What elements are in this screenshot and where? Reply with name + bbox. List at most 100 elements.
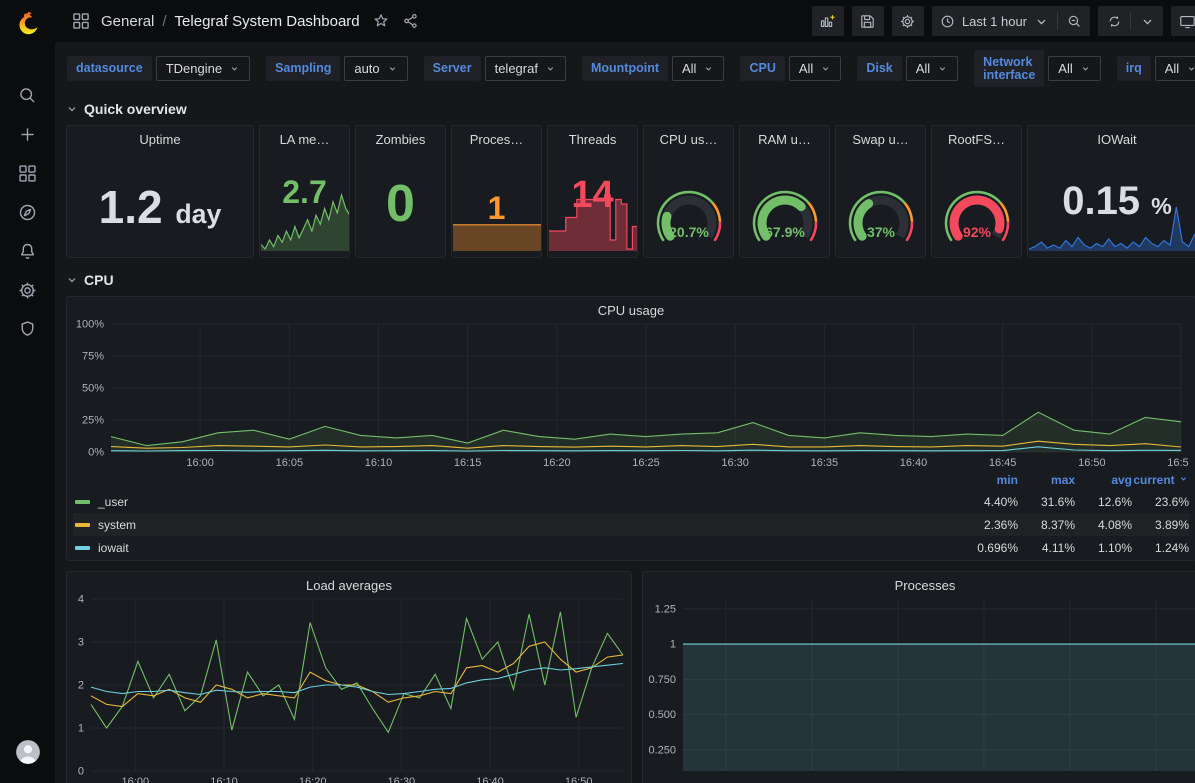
plus-icon xyxy=(21,128,34,141)
template-var-sampling: Sampling auto xyxy=(266,56,408,81)
processes-chart[interactable]: 0.250 0.500 0.750 1 1.25 xyxy=(643,593,1195,783)
var-selected-value: TDengine xyxy=(165,61,223,76)
legend-sort-min[interactable]: min xyxy=(996,473,1018,487)
stat-panel-ram-u-: RAM u… 67.9% xyxy=(739,125,830,258)
panel-title[interactable]: IOWait xyxy=(1097,132,1137,147)
legend-value-min: 0.696% xyxy=(977,540,1018,555)
svg-text:20.7%: 20.7% xyxy=(669,224,709,240)
sidebar-item-search[interactable] xyxy=(8,76,48,115)
svg-text:16:15: 16:15 xyxy=(454,457,482,469)
processes-panel: Processes 0.250 0.500 0.750 1 1.25 xyxy=(642,571,1195,783)
panel-title[interactable]: CPU us… xyxy=(659,132,718,147)
grafana-logo-icon[interactable] xyxy=(11,8,45,42)
panel-title[interactable]: RootFS… xyxy=(947,132,1006,147)
panel-title[interactable]: Swap u… xyxy=(852,132,909,147)
share-icon[interactable] xyxy=(402,12,420,30)
sidebar-item-dashboards[interactable] xyxy=(8,154,48,193)
sidebar-item-plus[interactable] xyxy=(8,115,48,154)
save-dashboard-button[interactable] xyxy=(851,6,884,36)
var-label: Sampling xyxy=(266,56,341,81)
panel-title[interactable]: Proces… xyxy=(469,132,524,147)
stat-panel-proces-: Proces… 1 xyxy=(451,125,542,258)
var-value-dropdown[interactable]: All xyxy=(1154,56,1195,81)
var-value-dropdown[interactable]: All xyxy=(672,56,725,81)
zoom-out-time-button[interactable] xyxy=(1058,6,1090,36)
load-averages-chart[interactable]: 0 1 2 3 4 16:00 16:10 16:20 16:30 16:40 16:50 xyxy=(67,593,631,783)
legend-value-current: 1.24% xyxy=(1154,540,1189,555)
gear-icon xyxy=(901,14,915,28)
legend-value-min: 2.36% xyxy=(983,517,1018,532)
var-value-dropdown[interactable]: telegraf xyxy=(484,56,566,81)
refresh-interval-dropdown[interactable] xyxy=(1131,6,1163,36)
series-name[interactable]: iowait xyxy=(98,540,129,555)
var-value-dropdown[interactable]: TDengine xyxy=(155,56,251,81)
page-title[interactable]: Telegraf System Dashboard xyxy=(174,12,360,30)
template-var-network-interface: Network interface All xyxy=(974,50,1101,87)
svg-text:16:10: 16:10 xyxy=(210,776,238,783)
panel-title[interactable]: RAM u… xyxy=(758,132,811,147)
dashboard-settings-button[interactable] xyxy=(891,6,924,36)
explore-compass-icon xyxy=(19,204,36,221)
chevron-down-icon xyxy=(68,107,76,112)
refresh-dashboard-button[interactable] xyxy=(1098,6,1130,36)
stat-panel-swap-u-: Swap u… 37% xyxy=(835,125,926,258)
time-range-label: Last 1 hour xyxy=(961,13,1027,29)
var-selected-value: All xyxy=(915,61,931,76)
svg-text:16:00: 16:00 xyxy=(186,457,214,469)
panel-title[interactable]: Load averages xyxy=(305,578,392,593)
cpu-usage-chart[interactable]: 0% 25% 50% 75% 100% 16:00 16:05 16:10 16:15 16:20… xyxy=(73,318,1189,470)
panel-title[interactable]: CPU usage xyxy=(597,303,665,318)
panel-title[interactable]: Uptime xyxy=(139,132,181,147)
var-value-dropdown[interactable]: auto xyxy=(344,56,408,81)
chevron-down-icon xyxy=(68,278,76,283)
var-value-dropdown[interactable]: All xyxy=(788,56,842,81)
legend-value-max: 8.37% xyxy=(1040,517,1075,532)
sidebar-item-alerting-bell[interactable] xyxy=(8,232,48,271)
sidebar-item-configuration-gear[interactable] xyxy=(8,271,48,310)
time-range-group: Last 1 hour xyxy=(931,6,1090,36)
time-picker-button[interactable]: Last 1 hour xyxy=(932,6,1057,36)
chevron-down-icon xyxy=(1189,67,1195,71)
gauge: 92% xyxy=(932,185,1021,251)
stat-panel-iowait: IOWait 0.15 % xyxy=(1027,125,1195,258)
dashboard-squares-icon[interactable] xyxy=(71,11,91,31)
sidebar-item-server-admin-shield[interactable] xyxy=(8,310,48,349)
breadcrumb-section[interactable]: General xyxy=(101,12,155,30)
panel-title[interactable]: Processes xyxy=(894,578,956,593)
legend-value-max: 4.11% xyxy=(1041,540,1075,555)
row-quick-overview[interactable]: Quick overview xyxy=(66,97,1195,121)
alerting-bell-icon xyxy=(21,243,34,259)
svg-text:4: 4 xyxy=(78,594,84,606)
legend-sort-avg[interactable]: avg xyxy=(1111,473,1132,487)
sparkline xyxy=(453,219,541,256)
top-navbar: General / Telegraf System Dashboard xyxy=(55,0,1195,42)
svg-text:16:20: 16:20 xyxy=(543,457,571,469)
svg-text:92%: 92% xyxy=(962,224,991,240)
series-color-swatch[interactable] xyxy=(75,522,90,527)
panel-title[interactable]: Zombies xyxy=(375,132,426,147)
series-color-swatch[interactable] xyxy=(75,499,90,504)
panel-title[interactable]: LA me… xyxy=(279,132,330,147)
svg-text:16:10: 16:10 xyxy=(365,457,393,469)
add-panel-button[interactable] xyxy=(811,6,844,36)
cycle-view-mode-button[interactable] xyxy=(1171,6,1195,36)
row-cpu[interactable]: CPU xyxy=(66,268,1195,292)
series-name[interactable]: _user xyxy=(98,494,129,509)
var-label: Disk xyxy=(857,56,902,81)
svg-text:100%: 100% xyxy=(76,319,104,331)
star-icon[interactable] xyxy=(372,12,390,30)
legend-sort-max[interactable]: max xyxy=(1050,473,1075,487)
series-color-swatch[interactable] xyxy=(75,545,90,550)
series-name[interactable]: system xyxy=(98,517,137,532)
var-value-dropdown[interactable]: All xyxy=(905,56,959,81)
navbar-actions: Last 1 hour xyxy=(811,6,1195,36)
stat-panel-cpu-us-: CPU us… 20.7% xyxy=(643,125,734,258)
user-avatar[interactable] xyxy=(13,737,43,767)
panel-title[interactable]: Threads xyxy=(568,132,617,147)
legend-sort-current[interactable]: current xyxy=(1132,473,1189,487)
svg-text:2: 2 xyxy=(78,680,84,692)
stat-panel-uptime: Uptime 1.2 day xyxy=(66,125,254,258)
svg-text:1: 1 xyxy=(78,723,84,735)
sidebar-item-explore-compass[interactable] xyxy=(8,193,48,232)
var-value-dropdown[interactable]: All xyxy=(1048,56,1101,81)
